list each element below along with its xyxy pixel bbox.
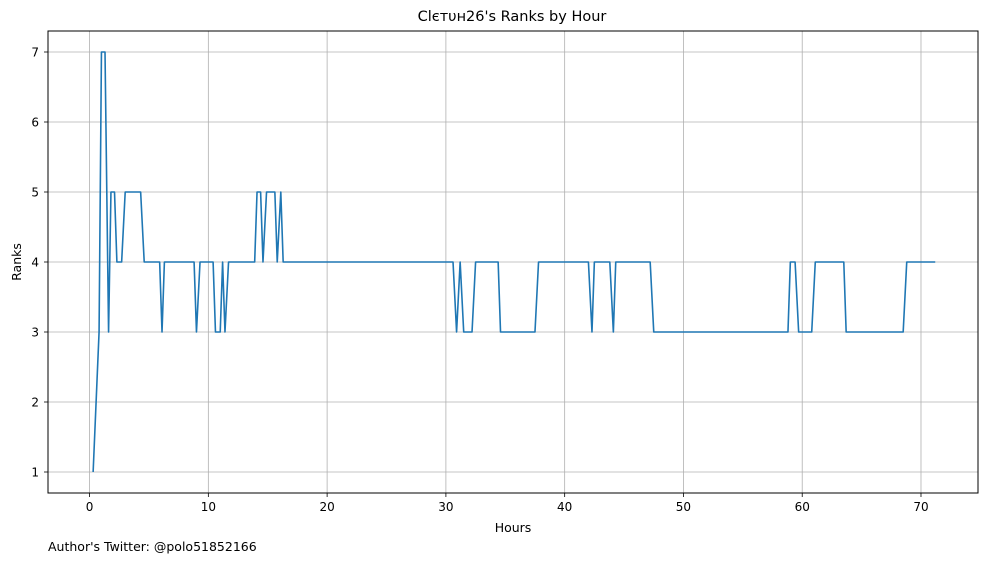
- x-tick-label: 70: [913, 500, 928, 514]
- ticks: 0 10 20 30 40 50 60 70 1 2 3 4 5 6 7: [31, 46, 928, 515]
- y-tick-label: 4: [31, 256, 39, 270]
- y-tick-label: 7: [31, 46, 39, 60]
- y-tick-label: 5: [31, 186, 39, 200]
- x-tick-label: 40: [557, 500, 572, 514]
- x-tick-label: 30: [438, 500, 453, 514]
- x-tick-label: 0: [86, 500, 94, 514]
- line-series: [92, 51, 936, 473]
- y-tick-label: 1: [31, 466, 39, 480]
- x-tick-label: 50: [676, 500, 691, 514]
- x-axis-label: Hours: [495, 520, 532, 535]
- y-axis-label: Ranks: [9, 243, 24, 281]
- y-tick-label: 2: [31, 396, 39, 410]
- x-tick-label: 60: [795, 500, 810, 514]
- x-tick-label: 10: [201, 500, 216, 514]
- y-tick-label: 3: [31, 326, 39, 340]
- ranks-line: [92, 51, 936, 473]
- chart-title: Clєтυн26's Ranks by Hour: [418, 9, 607, 25]
- y-tick-label: 6: [31, 116, 39, 130]
- x-tick-label: 20: [319, 500, 334, 514]
- author-credit: Author's Twitter: @polo51852166: [48, 539, 257, 554]
